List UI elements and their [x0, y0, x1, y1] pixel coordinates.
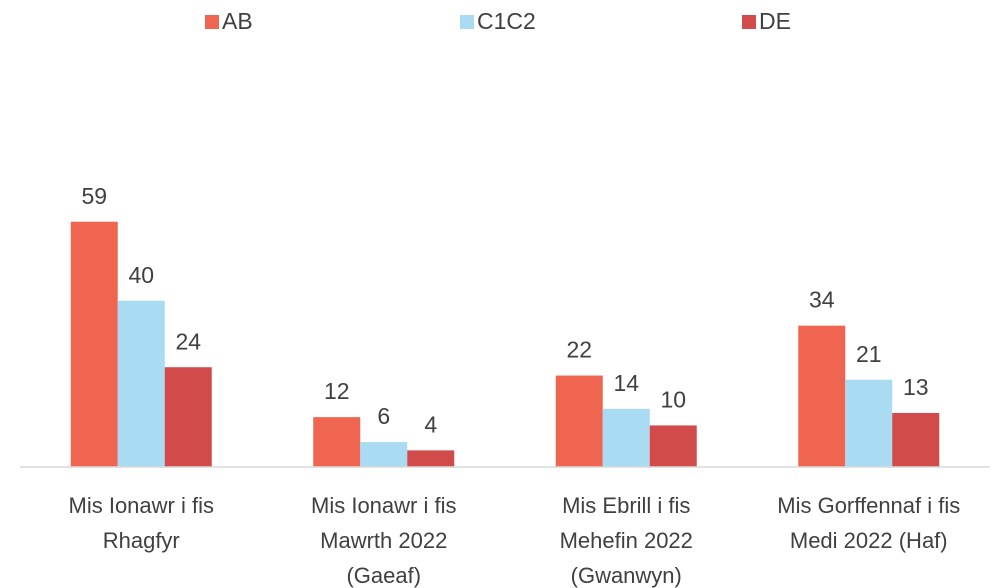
legend-swatch	[742, 15, 756, 29]
legend-swatch	[205, 15, 219, 29]
bar	[164, 367, 212, 467]
bar	[407, 450, 455, 467]
x-tick-label: Mis Gorffennaf i fis Medi 2022 (Haf)	[777, 493, 961, 553]
legend-label: DE	[759, 8, 791, 34]
bar	[555, 375, 603, 467]
data-label: 6	[377, 403, 390, 429]
data-label: 14	[613, 370, 639, 396]
data-label: 22	[566, 337, 592, 363]
x-tick-label: Mis Ebrill i fis Mehefin 2022 (Gwanwyn)	[559, 493, 693, 588]
data-label: 24	[175, 328, 201, 354]
bar	[313, 417, 361, 467]
bar	[117, 300, 165, 467]
data-label: 13	[903, 374, 929, 400]
data-label: 10	[660, 387, 686, 413]
bar	[798, 325, 846, 467]
x-tick-label: Mis Ionawr i fis Mawrth 2022 (Gaeaf)	[311, 493, 457, 588]
data-label: 59	[81, 183, 107, 209]
data-label: 40	[128, 262, 154, 288]
x-tick-label: Mis Ionawr i fis Rhagfyr	[68, 493, 214, 553]
data-label: 12	[324, 378, 350, 404]
data-label: 21	[856, 341, 882, 367]
data-label: 34	[809, 287, 835, 313]
legend-swatch	[460, 15, 474, 29]
legend-label: C1C2	[477, 8, 536, 34]
bar	[892, 412, 940, 467]
bar	[70, 221, 118, 467]
bar	[649, 425, 697, 467]
legend-label: AB	[222, 8, 253, 34]
bar	[360, 442, 408, 467]
data-label: 4	[424, 411, 437, 437]
bar	[845, 379, 893, 467]
bar	[602, 408, 650, 467]
